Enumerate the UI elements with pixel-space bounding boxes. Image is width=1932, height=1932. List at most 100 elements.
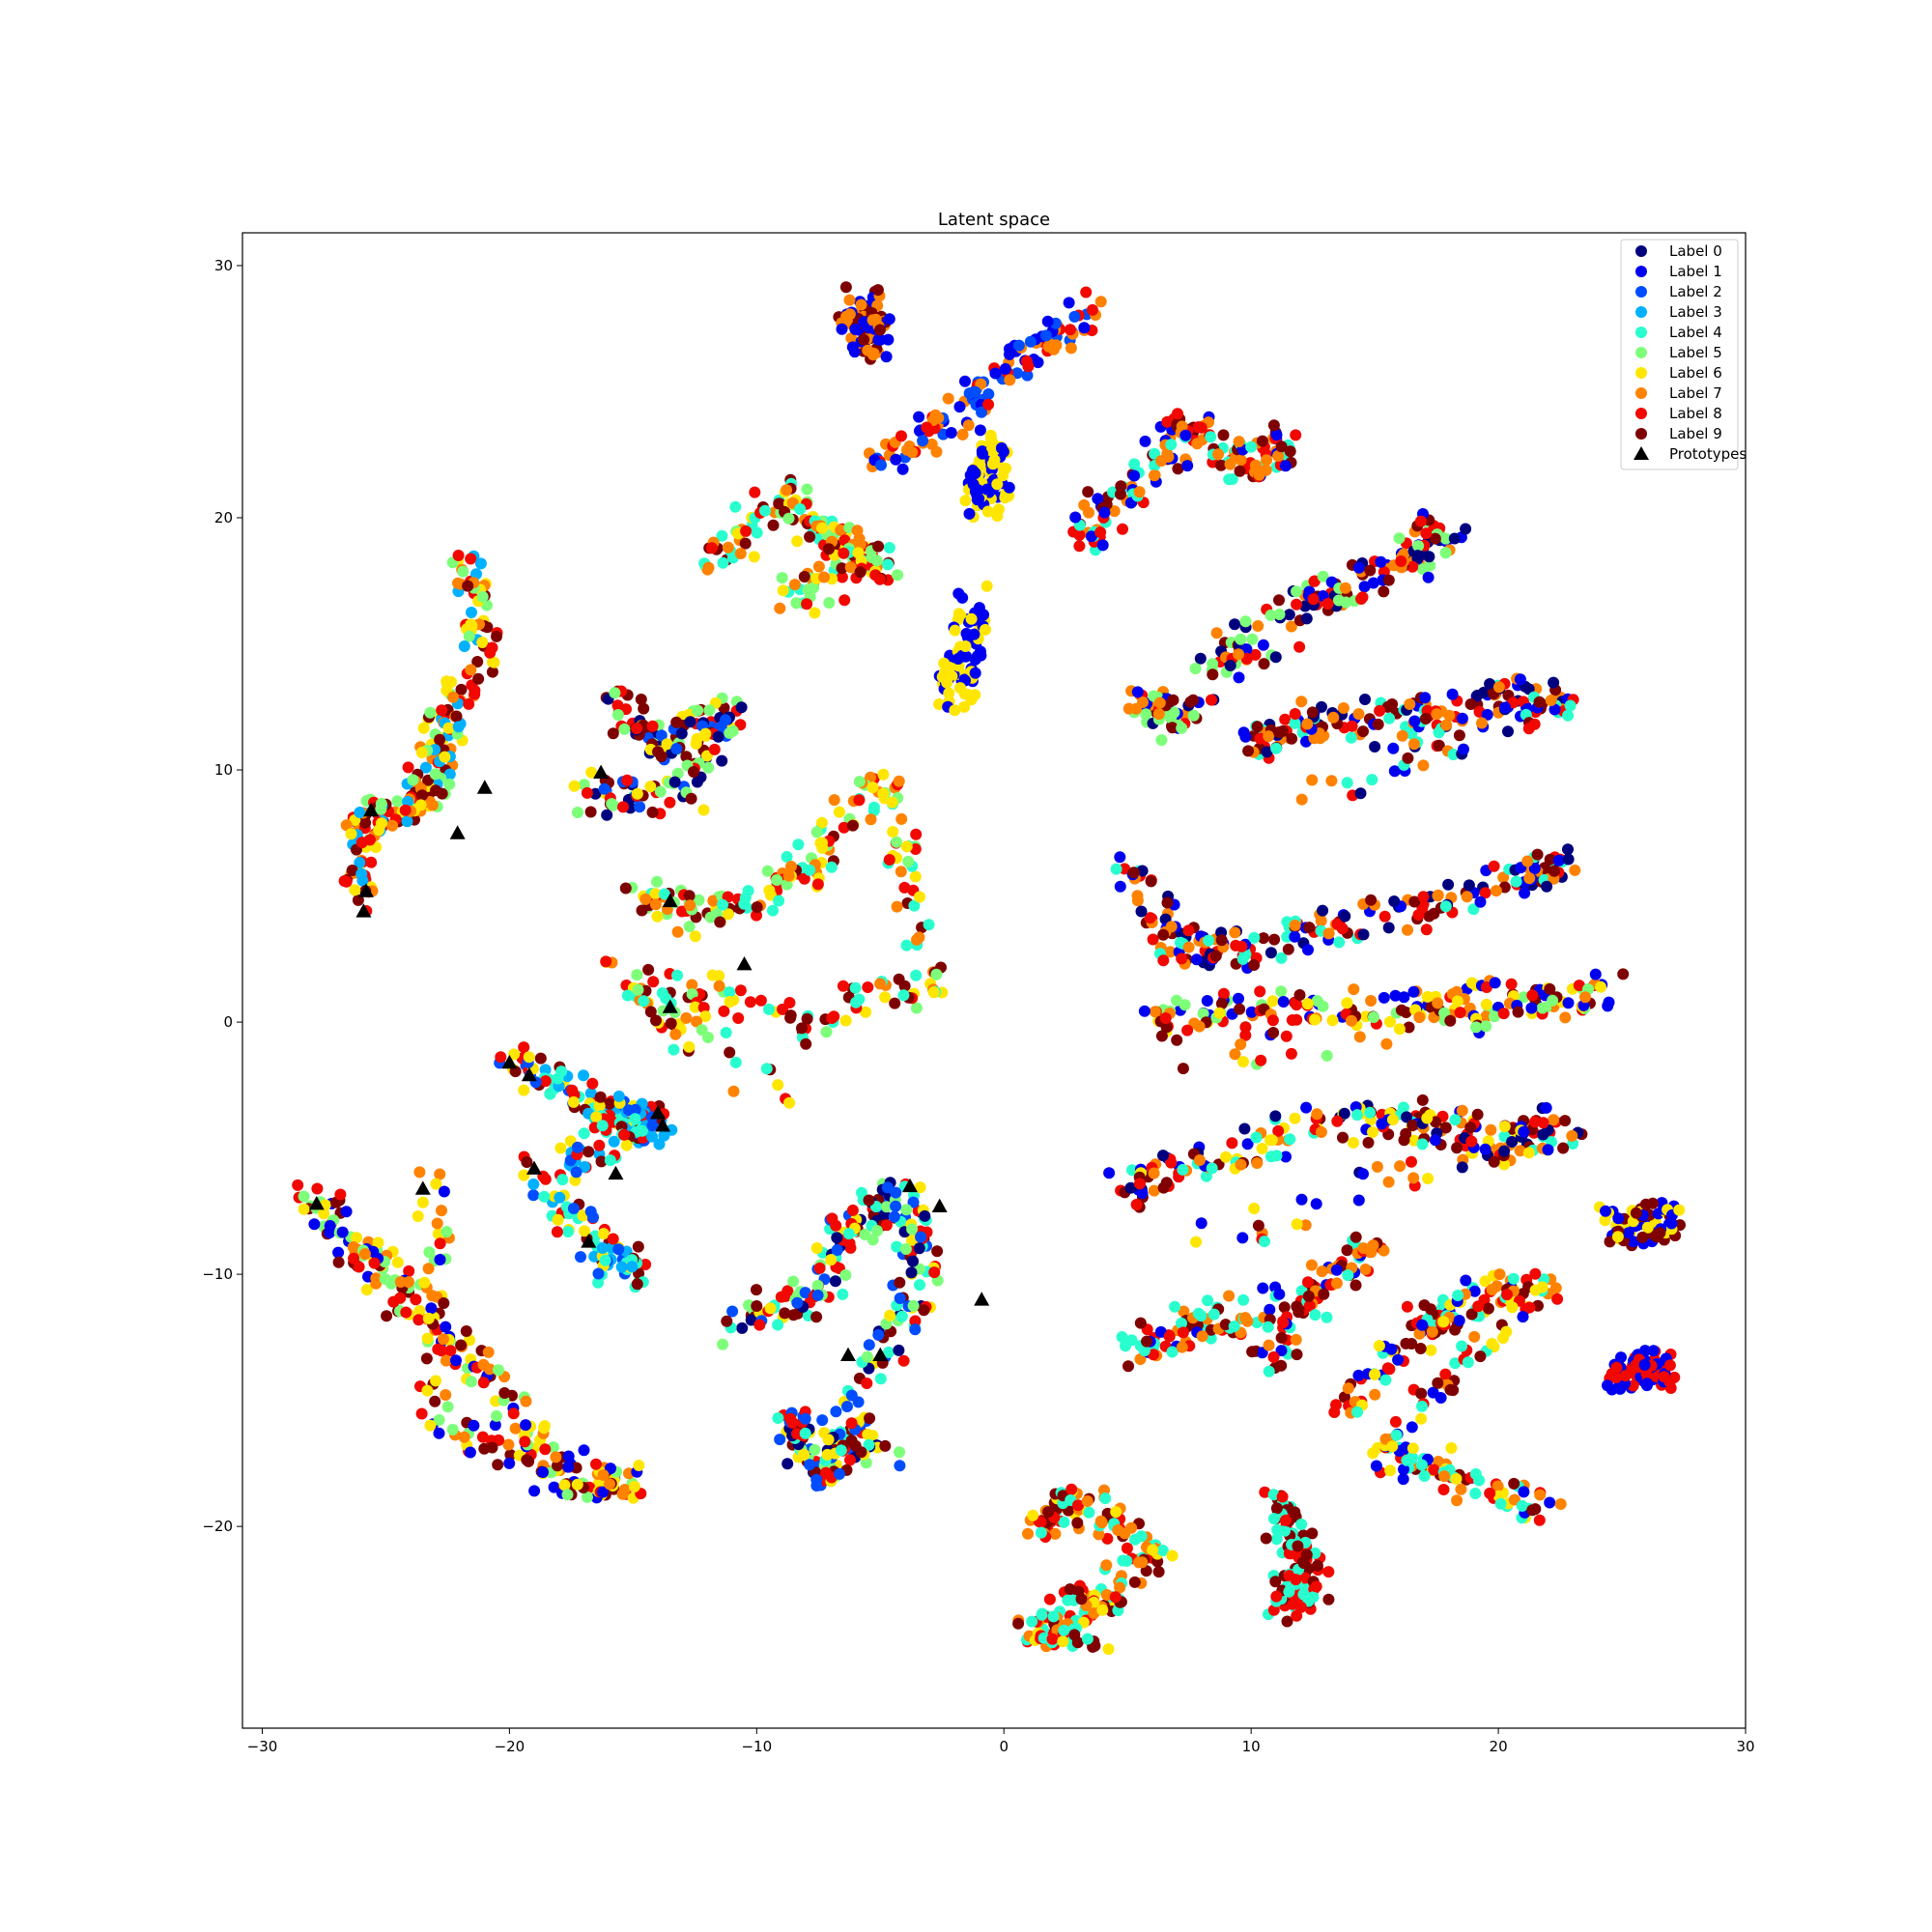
data-point: [1342, 1382, 1354, 1395]
data-point: [748, 551, 760, 563]
data-point: [1548, 703, 1561, 716]
data-point: [1305, 1259, 1318, 1271]
data-point: [668, 776, 681, 788]
data-point: [810, 826, 823, 838]
data-point: [604, 1154, 616, 1167]
data-point: [360, 1284, 373, 1296]
data-point: [999, 362, 1011, 375]
data-point: [1379, 1374, 1392, 1386]
data-point: [897, 989, 910, 1002]
data-point: [561, 1489, 574, 1501]
data-point: [544, 1088, 556, 1100]
data-point: [697, 1002, 710, 1014]
data-point: [1559, 1011, 1572, 1024]
data-point: [729, 500, 742, 513]
data-point: [1325, 775, 1338, 787]
data-point: [1129, 1533, 1141, 1546]
data-point: [945, 427, 957, 439]
data-point: [739, 537, 752, 550]
data-point: [403, 1276, 414, 1289]
data-point: [1239, 615, 1252, 628]
data-point: [1386, 698, 1399, 710]
data-point: [1400, 1337, 1412, 1350]
data-point: [1403, 1021, 1415, 1034]
legend-label: Label 8: [1669, 405, 1722, 422]
data-point: [836, 571, 848, 583]
data-point: [1357, 1242, 1370, 1255]
data-point: [898, 980, 911, 992]
data-point: [773, 895, 785, 907]
legend-marker: [1635, 408, 1647, 419]
data-point: [842, 1228, 855, 1240]
data-point: [1179, 999, 1191, 1011]
data-point: [1195, 1217, 1208, 1230]
prototype-marker: [355, 903, 372, 918]
data-point: [843, 1237, 856, 1250]
data-point: [1226, 473, 1238, 485]
x-axis: −30 −20 −10 0 10 20 30: [247, 1728, 1755, 1755]
data-point: [736, 1321, 749, 1334]
data-point: [419, 761, 432, 774]
data-point: [649, 888, 662, 900]
data-point: [804, 530, 816, 543]
data-point: [734, 984, 747, 997]
data-point: [799, 1287, 811, 1299]
data-point: [1309, 1013, 1321, 1026]
data-point: [653, 1138, 666, 1151]
data-point: [1037, 1632, 1050, 1644]
data-point: [852, 547, 865, 559]
data-point: [1370, 1460, 1382, 1472]
legend-label: Label 5: [1669, 344, 1722, 361]
data-point: [804, 864, 816, 876]
data-point: [1276, 1491, 1289, 1503]
data-point: [1406, 1421, 1418, 1434]
data-point: [634, 801, 646, 813]
data-point: [898, 881, 911, 894]
prototype-marker: [840, 1347, 857, 1362]
data-point: [1302, 944, 1314, 956]
data-point: [651, 875, 663, 888]
data-point: [1141, 1335, 1153, 1348]
data-point: [724, 986, 736, 999]
data-point: [831, 1244, 843, 1256]
data-point: [421, 1384, 434, 1397]
data-point: [1058, 1516, 1070, 1528]
data-point: [621, 989, 634, 1002]
data-point: [1261, 746, 1273, 758]
data-point: [907, 1255, 919, 1267]
data-point: [1499, 701, 1511, 714]
data-point: [1280, 1151, 1292, 1163]
data-point: [956, 428, 969, 440]
data-point: [1406, 1155, 1417, 1168]
data-point: [1293, 989, 1306, 1001]
prototype-marker: [974, 1292, 990, 1306]
data-point: [1148, 1349, 1159, 1361]
data-point: [1110, 1506, 1122, 1519]
data-point: [890, 1200, 902, 1212]
data-point: [443, 778, 456, 790]
data-point: [458, 1431, 470, 1443]
data-point: [579, 1225, 591, 1237]
data-point: [1208, 1308, 1220, 1321]
data-point: [772, 1412, 784, 1424]
data-point: [1350, 1231, 1362, 1243]
data-point: [1267, 1489, 1280, 1501]
legend-marker: [1635, 428, 1647, 440]
data-point: [1279, 713, 1292, 725]
data-point: [863, 1194, 875, 1207]
data-point: [693, 894, 705, 906]
data-point: [883, 542, 895, 554]
data-point: [1502, 725, 1514, 738]
data-point: [539, 1064, 552, 1076]
data-point: [507, 1407, 520, 1420]
data-point: [810, 1242, 823, 1254]
data-point: [1069, 511, 1082, 524]
data-point: [913, 1242, 925, 1255]
data-point: [1395, 555, 1407, 567]
data-point: [664, 796, 676, 809]
data-point: [933, 698, 946, 710]
data-point: [1408, 715, 1421, 727]
data-point: [358, 1248, 371, 1261]
data-point: [697, 804, 710, 816]
